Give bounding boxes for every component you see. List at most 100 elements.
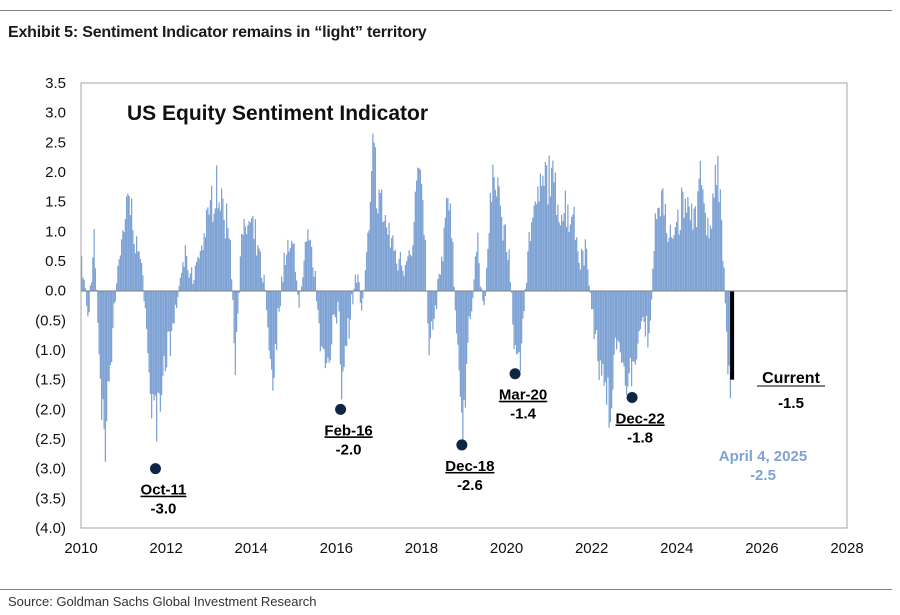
plot-frame bbox=[80, 82, 848, 529]
sentiment-bar bbox=[602, 290, 604, 364]
y-tick-label: 0.0 bbox=[45, 283, 66, 300]
sentiment-bar bbox=[646, 290, 648, 316]
sentiment-bar bbox=[599, 290, 601, 361]
sentiment-bar bbox=[407, 256, 409, 291]
sentiment-bar bbox=[597, 290, 599, 362]
sentiment-bar bbox=[291, 240, 293, 291]
sentiment-bar bbox=[217, 208, 219, 291]
sentiment-bar bbox=[377, 213, 379, 291]
sentiment-bar bbox=[607, 290, 609, 378]
sentiment-bar bbox=[488, 233, 490, 291]
sentiment-bar bbox=[411, 256, 413, 291]
sentiment-bar bbox=[449, 203, 451, 291]
sentiment-bar bbox=[578, 262, 580, 291]
sentiment-bar bbox=[97, 290, 99, 323]
sentiment-bar bbox=[412, 245, 414, 291]
sentiment-bar bbox=[81, 256, 83, 291]
sentiment-bar bbox=[692, 229, 694, 291]
sentiment-bar bbox=[277, 290, 279, 309]
sentiment-bar bbox=[361, 290, 363, 311]
sentiment-bar bbox=[576, 237, 578, 291]
x-tick-label: 2010 bbox=[64, 540, 97, 557]
sentiment-bar bbox=[194, 265, 196, 291]
sentiment-bar bbox=[396, 263, 398, 291]
sentiment-bar bbox=[189, 273, 191, 291]
sentiment-bar bbox=[712, 193, 714, 291]
sentiment-bar bbox=[547, 204, 549, 291]
sentiment-bar bbox=[249, 222, 251, 291]
sentiment-bar bbox=[392, 235, 394, 291]
sentiment-bar bbox=[333, 290, 335, 315]
sentiment-bar bbox=[594, 290, 596, 335]
sentiment-bar bbox=[486, 267, 488, 291]
annotation-date: Mar-20 bbox=[499, 387, 547, 404]
sentiment-bar bbox=[698, 178, 700, 291]
sentiment-bar bbox=[403, 276, 405, 291]
sentiment-bar bbox=[624, 290, 626, 386]
sentiment-bar bbox=[207, 207, 209, 291]
sentiment-bar bbox=[419, 169, 421, 291]
sentiment-bar bbox=[106, 290, 108, 422]
sentiment-bar bbox=[86, 290, 88, 306]
sentiment-bar bbox=[516, 290, 518, 355]
sentiment-bar bbox=[198, 258, 200, 291]
sentiment-bar bbox=[203, 233, 205, 291]
sentiment-bar bbox=[98, 290, 100, 355]
sentiment-bar bbox=[536, 204, 538, 291]
sentiment-bar bbox=[406, 261, 408, 291]
sentiment-bar bbox=[693, 208, 695, 291]
sentiment-bar bbox=[297, 290, 299, 295]
sentiment-bar bbox=[647, 290, 649, 348]
sentiment-bar bbox=[124, 219, 126, 291]
sentiment-bar bbox=[282, 282, 284, 291]
sentiment-bar bbox=[724, 290, 726, 304]
sentiment-bar bbox=[298, 290, 300, 308]
sentiment-bar bbox=[152, 290, 154, 395]
sentiment-bar bbox=[167, 290, 169, 332]
sentiment-bar bbox=[667, 241, 669, 291]
sentiment-bar bbox=[622, 290, 624, 363]
sentiment-bar bbox=[264, 289, 266, 291]
sentiment-bar bbox=[181, 272, 183, 291]
low-marker bbox=[456, 439, 468, 451]
sentiment-bar bbox=[484, 290, 486, 297]
sentiment-bar bbox=[391, 238, 393, 291]
sentiment-bar bbox=[274, 290, 276, 345]
x-axis: 2010 2012 2014 2016 2018 2020 2022 2024 2026 2028 bbox=[64, 540, 863, 557]
sentiment-bar bbox=[427, 290, 429, 324]
sentiment-bar bbox=[372, 133, 374, 291]
sentiment-bar bbox=[498, 186, 500, 291]
sentiment-bar bbox=[703, 203, 705, 291]
sentiment-bar bbox=[527, 251, 529, 291]
x-tick-label: 2022 bbox=[575, 540, 608, 557]
sentiment-bar bbox=[356, 282, 358, 291]
sentiment-bar bbox=[339, 290, 341, 365]
sentiment-bar bbox=[133, 244, 135, 291]
sentiment-bar bbox=[119, 255, 121, 291]
sentiment-bar bbox=[111, 290, 113, 363]
sentiment-bar bbox=[323, 290, 325, 350]
sentiment-bar bbox=[272, 290, 274, 391]
sentiment-bar bbox=[463, 290, 465, 400]
sentiment-bar bbox=[242, 234, 244, 291]
sentiment-bar bbox=[707, 217, 709, 291]
sentiment-bar bbox=[233, 290, 235, 344]
sentiment-bar bbox=[259, 251, 261, 291]
x-tick-label: 2018 bbox=[405, 540, 438, 557]
sentiment-bar bbox=[459, 290, 461, 397]
sentiment-bar bbox=[666, 233, 668, 291]
sentiment-bar bbox=[349, 290, 351, 320]
sentiment-bar bbox=[506, 251, 508, 291]
sentiment-bar bbox=[499, 205, 501, 291]
sentiment-bar bbox=[621, 290, 623, 363]
sentiment-bar bbox=[164, 290, 166, 372]
sentiment-bar bbox=[409, 254, 411, 291]
sentiment-bar bbox=[549, 196, 551, 291]
sentiment-bar bbox=[603, 290, 605, 386]
sentiment-bar bbox=[507, 260, 509, 291]
sentiment-bar bbox=[374, 147, 376, 291]
sentiment-bar bbox=[471, 290, 473, 312]
sentiment-bar bbox=[247, 225, 249, 291]
sentiment-bar bbox=[326, 290, 328, 364]
sentiment-bar bbox=[413, 221, 415, 291]
